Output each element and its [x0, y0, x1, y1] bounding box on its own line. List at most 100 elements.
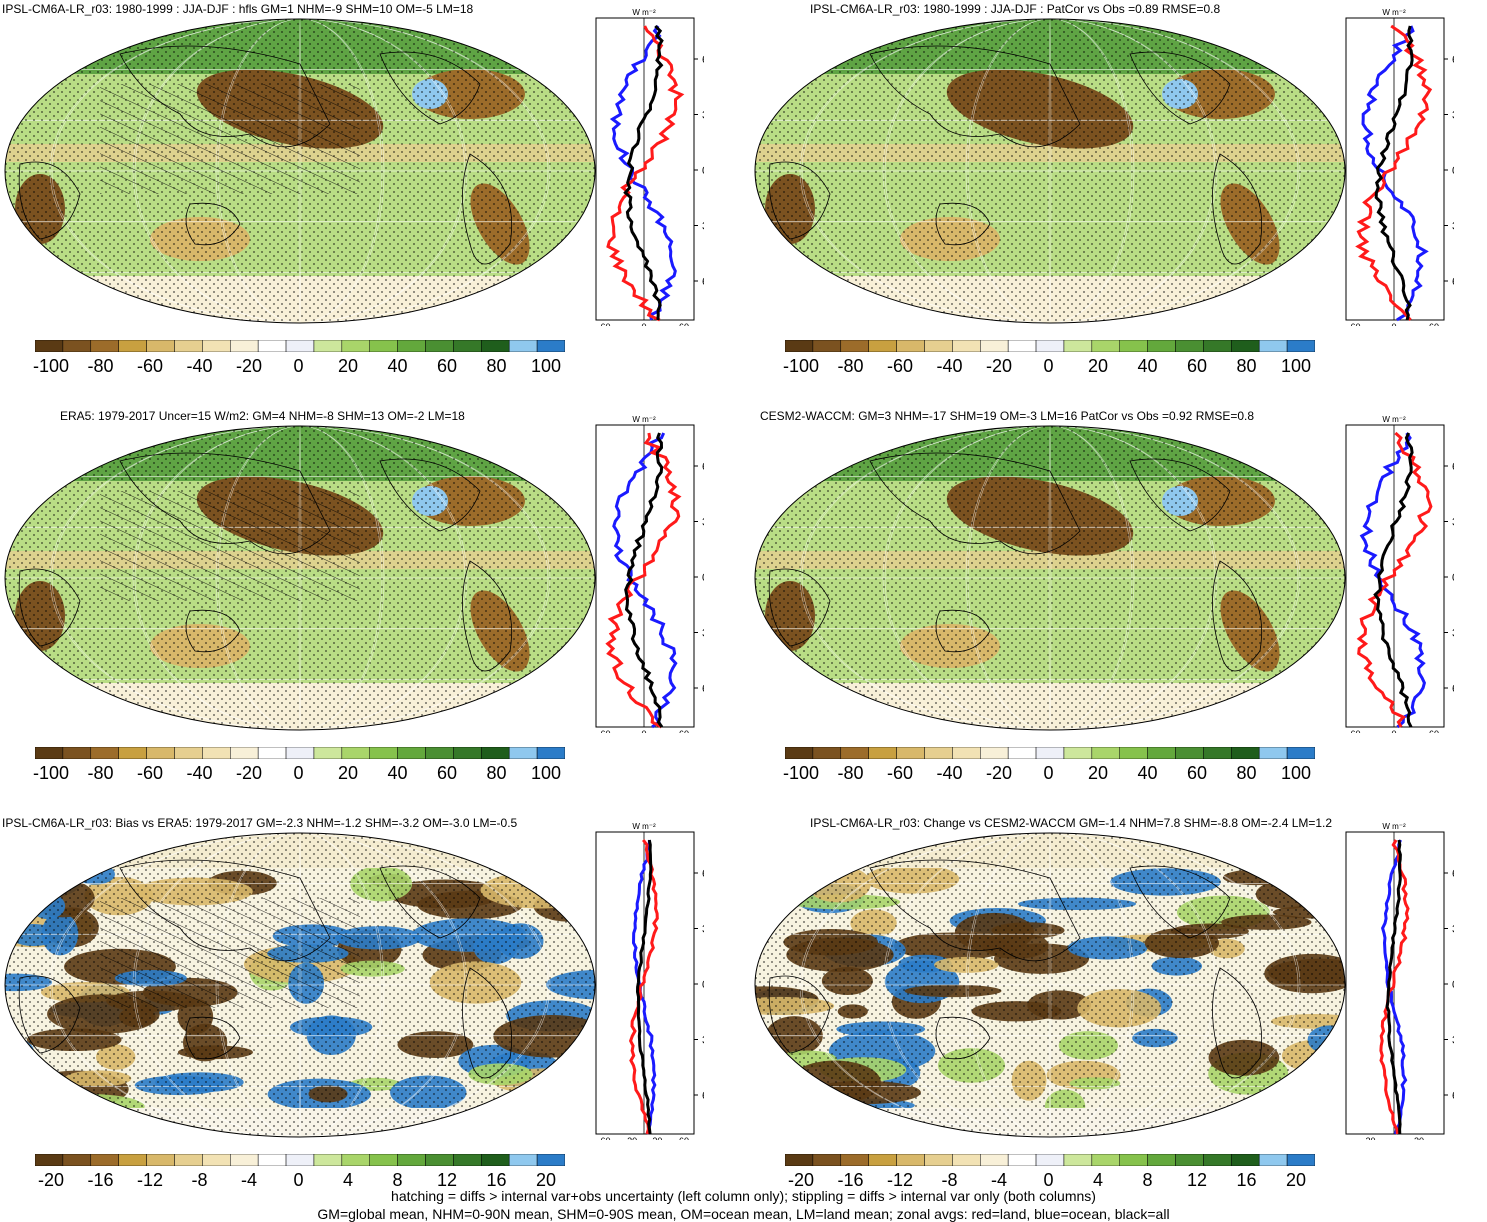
colorbar-tick-label: 20: [535, 1170, 557, 1190]
colorbar-tick-label: -80: [87, 356, 114, 376]
colorbar-swatch: [369, 747, 398, 759]
colorbar-swatch: [62, 1154, 92, 1166]
colorbar-tick-label: 8: [392, 1170, 403, 1190]
colorbar-swatch: [146, 747, 175, 759]
colorbar-tick-label: 60: [436, 763, 458, 783]
zonal-mean-plot: W m⁻² 60N 30N 0 30S 60S -60 0 60: [1345, 8, 1454, 326]
colorbar-swatch: [425, 1154, 454, 1166]
colorbar-tick-label: 0: [1043, 763, 1054, 783]
lat-tick-label: 30S: [1452, 628, 1454, 640]
zonal-x-tick: 0: [641, 729, 646, 733]
colorbar-swatch: [952, 1154, 981, 1166]
units-label: W m⁻²: [632, 822, 656, 831]
units-label: W m⁻²: [1382, 822, 1406, 831]
colorbar-swatch: [1147, 747, 1176, 759]
colorbar-swatch: [1091, 340, 1120, 352]
colorbar-swatch: [1035, 747, 1065, 759]
colorbar-swatch: [369, 1154, 398, 1166]
lat-tick-label: 30N: [1452, 517, 1454, 529]
colorbar-tick-label: -20: [787, 1170, 815, 1190]
zonal-mean-plot: W m⁻² 60N 30N 0 30S 60S -60 -20 20 60: [595, 822, 704, 1140]
lat-tick-label: 30S: [702, 221, 704, 233]
colorbar-swatch: [1231, 747, 1260, 759]
colorbar-swatch: [785, 340, 814, 352]
footer-line-2: GM=global mean, NHM=0-90N mean, SHM=0-90…: [317, 1206, 1170, 1222]
zonal-x-tick: 0: [1391, 322, 1396, 326]
colorbar-tick-label: 20: [1285, 1170, 1307, 1190]
colorbar: [35, 1154, 565, 1166]
colorbar-tick-label: 0: [1043, 356, 1054, 376]
colorbar-tick-label: 40: [1137, 356, 1158, 376]
colorbar-swatch: [118, 340, 147, 352]
colorbar-tick-label: 80: [486, 763, 507, 783]
lat-tick-label: 30N: [702, 110, 704, 122]
zonal-mean-plot: W m⁻² 60N 30N 0 30S 60S -20 20: [1345, 822, 1454, 1140]
colorbar-tick-label: -40: [936, 763, 963, 783]
colorbar-tick-label: -60: [136, 763, 164, 783]
colorbar-swatch: [313, 340, 343, 352]
units-label: W m⁻²: [1382, 8, 1406, 17]
colorbar-swatch: [453, 1154, 482, 1166]
colorbar-tick-label: -80: [837, 763, 864, 783]
colorbar-swatch: [257, 1154, 287, 1166]
lat-tick-label: 60S: [702, 683, 704, 695]
colorbar-tick-label: -80: [837, 356, 864, 376]
colorbar-tick-label: 100: [1280, 763, 1312, 783]
map-panel-2: IPSL-CM6A-LR_r03: 1980-1999 : JJA-DJF : …: [750, 0, 1487, 400]
colorbar-tick-label: -40: [186, 763, 213, 783]
colorbar: [785, 747, 1315, 759]
colorbar-swatch: [397, 1154, 426, 1166]
zonal-x-tick: -60: [1347, 729, 1360, 733]
colorbar-swatch: [1258, 340, 1288, 352]
colorbar-swatch: [425, 747, 454, 759]
zonal-x-tick: -60: [597, 1136, 610, 1140]
zonal-x-tick: 60: [1429, 322, 1439, 326]
colorbar-swatch: [536, 340, 565, 352]
colorbar-tick-label: -40: [936, 356, 963, 376]
zonal-x-tick: -20: [624, 1136, 637, 1140]
colorbar-swatch: [35, 1154, 64, 1166]
colorbar-swatch: [118, 1154, 147, 1166]
colorbar-swatch: [397, 747, 426, 759]
panel-title: IPSL-CM6A-LR_r03: 1980-1999 : JJA-DJF : …: [810, 2, 1221, 16]
units-label: W m⁻²: [632, 415, 656, 424]
lat-tick-label: 60S: [1452, 276, 1454, 288]
lat-tick-label: 30S: [1452, 221, 1454, 233]
colorbar-tick-label: -20: [985, 356, 1013, 376]
units-label: W m⁻²: [632, 8, 656, 17]
map-panel-1: IPSL-CM6A-LR_r03: 1980-1999 : JJA-DJF : …: [0, 0, 737, 400]
zonal-x-tick: -60: [597, 729, 610, 733]
colorbar-swatch: [1119, 1154, 1148, 1166]
colorbar-swatch: [481, 747, 510, 759]
colorbar-swatch: [536, 747, 565, 759]
lat-tick-label: 60N: [1452, 868, 1454, 880]
colorbar-tick-label: 16: [1236, 1170, 1257, 1190]
colorbar-swatch: [840, 1154, 869, 1166]
colorbar: [785, 340, 1315, 352]
colorbar-swatch: [174, 747, 203, 759]
colorbar-tick-label: -8: [191, 1170, 208, 1190]
colorbar-swatch: [453, 340, 482, 352]
colorbar-tick-label: 100: [1280, 356, 1312, 376]
colorbar-tick-label: 12: [436, 1170, 458, 1190]
colorbar-swatch: [1203, 747, 1232, 759]
colorbar-tick-label: 80: [486, 356, 507, 376]
colorbar-swatch: [90, 747, 119, 759]
colorbar-swatch: [980, 747, 1009, 759]
colorbar-swatch: [536, 1154, 565, 1166]
colorbar-swatch: [1258, 1154, 1288, 1166]
map-panel-6: IPSL-CM6A-LR_r03: Change vs CESM2-WACCM …: [750, 814, 1487, 1214]
zonal-x-tick: 20: [1414, 1136, 1424, 1140]
colorbar-tick-label: 0: [1043, 1170, 1054, 1190]
colorbar-swatch: [62, 747, 92, 759]
zonal-mean-plot: W m⁻² 60N 30N 0 30S 60S -60 0 60: [1345, 415, 1454, 733]
zonal-x-tick: -60: [1347, 322, 1360, 326]
colorbar-swatch: [313, 1154, 343, 1166]
lat-tick-label: 0: [1452, 572, 1454, 584]
colorbar-tick-label: 20: [337, 763, 359, 783]
colorbar-swatch: [285, 1154, 315, 1166]
lat-tick-label: 60S: [702, 1090, 704, 1102]
colorbar-tick-label: 0: [293, 763, 304, 783]
colorbar-swatch: [62, 340, 92, 352]
colorbar-swatch: [341, 340, 370, 352]
